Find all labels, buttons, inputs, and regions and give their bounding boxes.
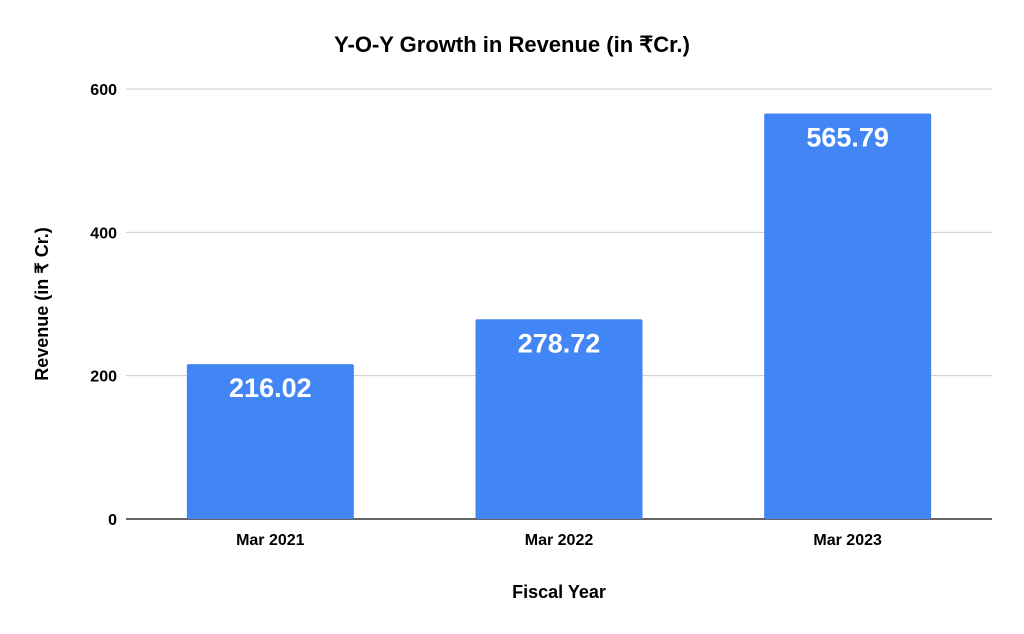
data-labels: 216.02 278.72 565.79 <box>229 123 889 404</box>
bar <box>764 113 932 520</box>
data-label: 216.02 <box>229 373 312 403</box>
x-axis-ticks: Mar 2021 Mar 2022 Mar 2023 <box>236 532 882 549</box>
bars <box>186 113 932 520</box>
x-tick-label: Mar 2021 <box>236 532 305 549</box>
y-tick-label: 0 <box>108 512 117 529</box>
y-tick-label: 600 <box>90 82 117 99</box>
x-axis-label: Fiscal Year <box>512 582 606 602</box>
bar <box>475 319 643 519</box>
y-axis-label: Revenue (in ₹ Cr.) <box>32 227 52 380</box>
data-label: 278.72 <box>518 328 601 358</box>
y-tick-label: 200 <box>90 369 117 386</box>
y-axis-ticks: 0 200 400 600 <box>90 82 117 529</box>
chart-title: Y-O-Y Growth in Revenue (in ₹Cr.) <box>334 32 690 57</box>
x-tick-label: Mar 2023 <box>813 532 882 549</box>
data-label: 565.79 <box>806 123 889 153</box>
y-tick-label: 400 <box>90 225 117 242</box>
x-tick-label: Mar 2022 <box>525 532 594 549</box>
bar <box>186 364 354 519</box>
